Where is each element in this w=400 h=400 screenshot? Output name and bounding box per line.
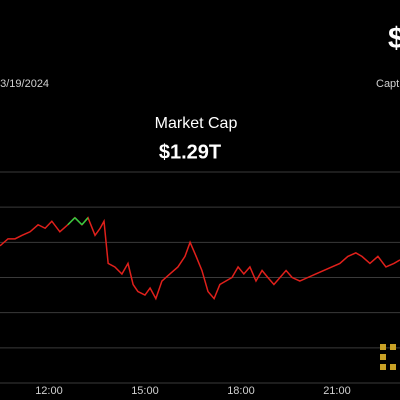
price-line-up [67, 217, 76, 226]
price-line [0, 216, 400, 301]
symbol: $ [388, 22, 400, 55]
x-tick-label: 21:00 [323, 385, 351, 397]
chart-title: Market Cap [155, 115, 238, 132]
price-line-up [81, 217, 89, 226]
price-line-up [74, 217, 83, 226]
chart-value: $1.29T [159, 141, 221, 163]
caption: Capt [376, 78, 399, 90]
date: 03/19/2024 [0, 78, 49, 90]
x-tick-label: 18:00 [227, 385, 255, 397]
x-tick-label: 15:00 [131, 385, 159, 397]
x-tick-label: 12:00 [35, 385, 63, 397]
logo [380, 344, 396, 370]
